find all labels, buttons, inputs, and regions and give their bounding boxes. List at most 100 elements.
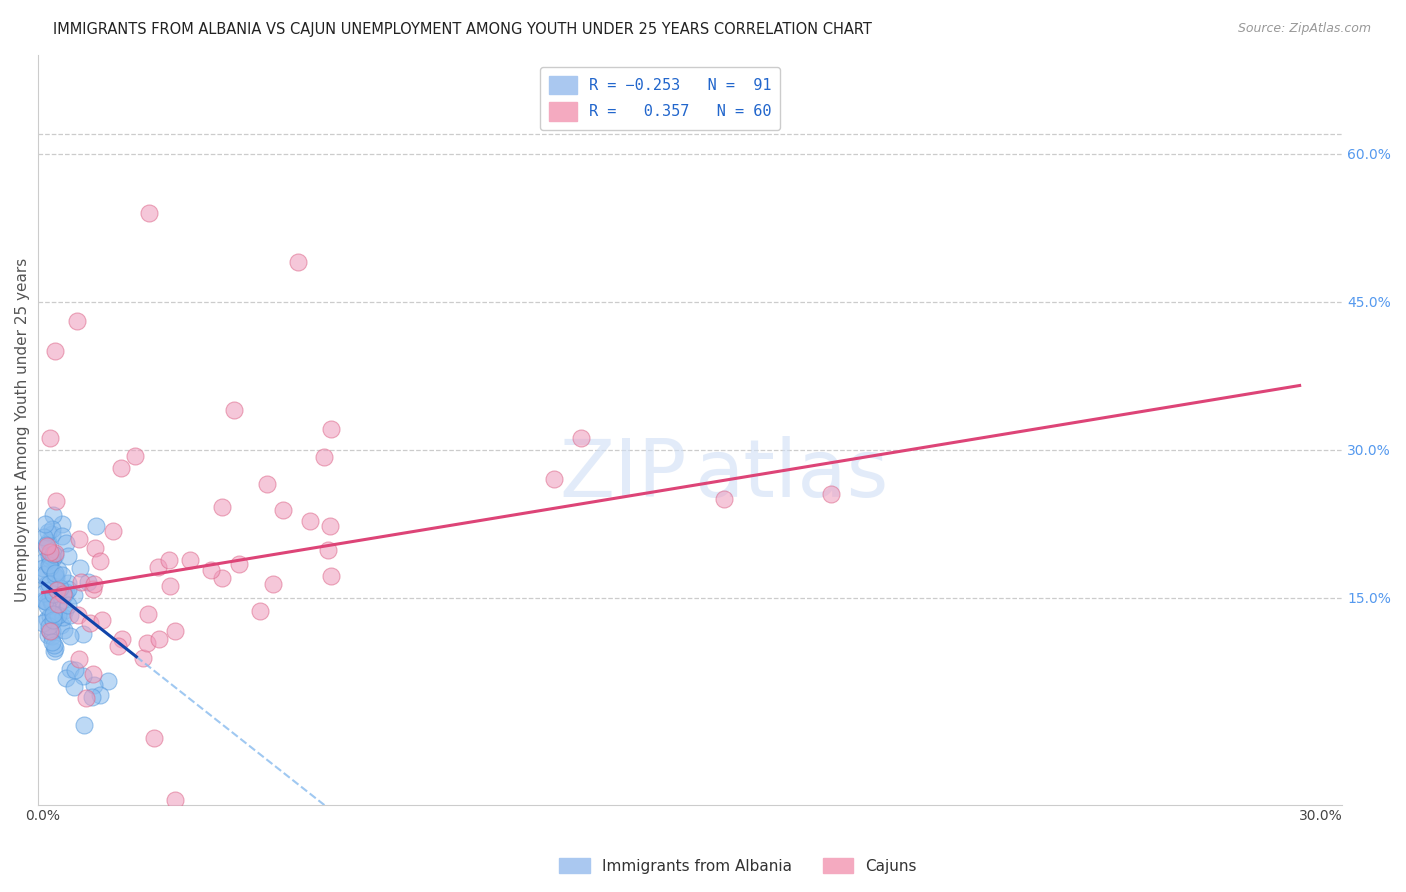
Point bbox=[51, 594, 73, 608]
Point bbox=[63, 680, 86, 694]
Point bbox=[75, 690, 97, 705]
Point bbox=[39, 608, 62, 623]
Point bbox=[318, 518, 340, 533]
Point bbox=[72, 717, 94, 731]
Point bbox=[228, 557, 250, 571]
Point bbox=[62, 588, 84, 602]
Point bbox=[44, 546, 66, 560]
Point bbox=[42, 608, 65, 623]
Point bbox=[59, 607, 82, 622]
Point bbox=[298, 514, 321, 528]
Point bbox=[321, 569, 343, 583]
Point bbox=[148, 632, 170, 646]
Point bbox=[83, 678, 105, 692]
Point bbox=[316, 542, 339, 557]
Point bbox=[52, 623, 75, 637]
Point bbox=[59, 629, 82, 643]
Point bbox=[56, 549, 79, 563]
Point bbox=[110, 461, 132, 475]
Point bbox=[32, 568, 55, 582]
Point bbox=[46, 563, 69, 577]
Point bbox=[39, 552, 62, 566]
Point bbox=[262, 577, 284, 591]
Point bbox=[58, 599, 80, 613]
Point bbox=[84, 518, 107, 533]
Point bbox=[35, 541, 58, 555]
Point bbox=[82, 666, 104, 681]
Point bbox=[67, 652, 90, 666]
Point bbox=[42, 508, 65, 522]
Point bbox=[312, 450, 335, 464]
Point bbox=[42, 644, 65, 658]
Point bbox=[131, 650, 153, 665]
Point bbox=[44, 343, 66, 358]
Point bbox=[41, 522, 63, 536]
Point bbox=[142, 731, 165, 746]
Point bbox=[135, 636, 157, 650]
Point bbox=[39, 591, 62, 606]
Point bbox=[32, 585, 55, 599]
Point bbox=[32, 553, 55, 567]
Y-axis label: Unemployment Among Youth under 25 years: Unemployment Among Youth under 25 years bbox=[15, 258, 30, 602]
Point bbox=[211, 500, 233, 514]
Point bbox=[69, 575, 91, 590]
Text: IMMIGRANTS FROM ALBANIA VS CAJUN UNEMPLOYMENT AMONG YOUTH UNDER 25 YEARS CORRELA: IMMIGRANTS FROM ALBANIA VS CAJUN UNEMPLO… bbox=[53, 22, 872, 37]
Point bbox=[48, 582, 70, 596]
Point bbox=[101, 524, 124, 539]
Legend: Immigrants from Albania, Cajuns: Immigrants from Albania, Cajuns bbox=[553, 852, 924, 880]
Point bbox=[41, 624, 63, 638]
Point bbox=[38, 431, 60, 445]
Point bbox=[53, 588, 76, 602]
Point bbox=[55, 535, 77, 549]
Point bbox=[45, 571, 67, 585]
Point bbox=[34, 566, 56, 581]
Point bbox=[44, 609, 66, 624]
Point bbox=[34, 594, 56, 608]
Point bbox=[35, 595, 58, 609]
Point bbox=[55, 671, 77, 685]
Point bbox=[39, 595, 62, 609]
Point bbox=[179, 553, 201, 567]
Point bbox=[89, 554, 111, 568]
Point bbox=[38, 560, 60, 574]
Point bbox=[35, 577, 58, 591]
Point bbox=[41, 595, 63, 609]
Point bbox=[55, 584, 77, 599]
Point bbox=[157, 553, 180, 567]
Point bbox=[77, 575, 100, 590]
Point bbox=[44, 569, 66, 583]
Point bbox=[46, 597, 69, 611]
Point bbox=[53, 603, 76, 617]
Point bbox=[165, 793, 187, 807]
Point bbox=[52, 586, 75, 600]
Point bbox=[42, 609, 65, 624]
Point bbox=[97, 674, 120, 689]
Point bbox=[32, 530, 55, 544]
Point bbox=[38, 623, 60, 637]
Text: Source: ZipAtlas.com: Source: ZipAtlas.com bbox=[1237, 22, 1371, 36]
Point bbox=[46, 608, 69, 623]
Point bbox=[72, 669, 94, 683]
Point bbox=[84, 541, 107, 556]
Point bbox=[211, 571, 233, 585]
Point bbox=[163, 624, 186, 638]
Point bbox=[271, 503, 294, 517]
Point bbox=[44, 611, 66, 625]
Point bbox=[79, 616, 101, 631]
Point bbox=[83, 577, 105, 591]
Point bbox=[67, 533, 90, 547]
Point bbox=[42, 547, 65, 561]
Point bbox=[39, 551, 62, 566]
Point bbox=[42, 613, 65, 627]
Point bbox=[42, 550, 65, 565]
Point bbox=[159, 579, 181, 593]
Point bbox=[569, 431, 592, 445]
Point bbox=[45, 493, 67, 508]
Point bbox=[52, 610, 75, 624]
Text: atlas: atlas bbox=[695, 436, 889, 514]
Point bbox=[287, 255, 309, 269]
Point bbox=[44, 548, 66, 562]
Point bbox=[713, 491, 735, 506]
Point bbox=[37, 535, 59, 549]
Point bbox=[38, 577, 60, 591]
